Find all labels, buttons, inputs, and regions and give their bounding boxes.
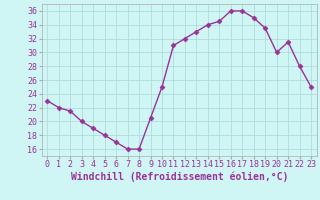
X-axis label: Windchill (Refroidissement éolien,°C): Windchill (Refroidissement éolien,°C) xyxy=(70,172,288,182)
